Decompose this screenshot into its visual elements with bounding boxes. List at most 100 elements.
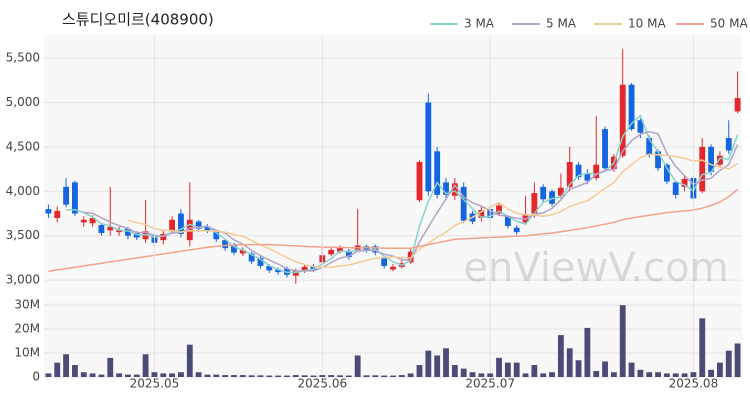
watermark: enViewV.com <box>463 245 728 291</box>
legend-label: 3 MA <box>464 17 495 31</box>
candle-body <box>381 257 388 266</box>
candle-body <box>116 230 123 233</box>
volume-bar <box>169 373 176 377</box>
volume-bar <box>178 372 184 377</box>
ma-line <box>127 153 739 269</box>
volume-bar <box>522 373 529 377</box>
y-tick-label: 30M <box>14 298 40 312</box>
volume-bar <box>646 372 653 377</box>
volume-bar <box>602 361 608 377</box>
volume-bar <box>275 375 282 377</box>
candle-body <box>248 253 255 262</box>
candle-body <box>63 186 70 205</box>
candle-body <box>504 216 511 226</box>
volume-bar <box>734 343 741 377</box>
candle-body <box>672 182 679 195</box>
y-tick-label: 4,500 <box>6 139 40 153</box>
candle-body <box>557 187 564 196</box>
candle-body <box>345 250 352 258</box>
volume-bar <box>610 372 617 377</box>
volume-bar <box>133 374 140 377</box>
volume-bar <box>222 375 229 377</box>
y-tick-label: 5,500 <box>6 51 40 65</box>
candle-body <box>637 120 644 133</box>
volume-bar <box>248 375 255 377</box>
candle-body <box>337 248 343 252</box>
volume-bar <box>80 372 87 377</box>
candle-body <box>628 84 635 130</box>
volume-bar <box>708 369 714 377</box>
volume-bar <box>372 375 379 377</box>
candle-body <box>204 226 211 231</box>
volume-bar <box>310 375 317 377</box>
x-tick-label: 2025.07 <box>465 377 515 391</box>
candle-body <box>434 151 441 195</box>
candle-body <box>451 183 458 196</box>
volume-bar <box>478 373 485 377</box>
volume-bar <box>699 318 706 377</box>
volume-bar <box>628 362 635 377</box>
candle-body <box>575 164 582 178</box>
candle-body <box>584 173 591 181</box>
volume-bar <box>663 373 670 377</box>
candle-body <box>619 84 626 156</box>
volume-bar <box>593 371 600 377</box>
volume-bar <box>257 375 264 377</box>
candle-body <box>602 129 608 169</box>
volume-bar <box>328 375 335 377</box>
ma-line <box>48 188 739 272</box>
y-tick-label: 20M <box>14 322 40 336</box>
candle-body <box>460 186 467 221</box>
volume-bar <box>425 350 432 377</box>
candle-body <box>549 191 555 204</box>
x-tick-label: 2025.05 <box>130 377 180 391</box>
candle-body <box>54 210 61 218</box>
candle-body <box>646 138 653 155</box>
candle-body <box>425 102 432 192</box>
volume-bar <box>98 374 105 377</box>
candle-body <box>310 265 317 271</box>
volume-bar <box>204 374 211 377</box>
price-panel <box>44 35 742 297</box>
y-tick-label: 3,500 <box>6 228 40 242</box>
candle-body <box>213 231 220 240</box>
candle-body <box>195 221 202 229</box>
volume-bar <box>681 373 688 377</box>
volume-bar <box>504 362 511 377</box>
volume-bar <box>451 365 458 377</box>
candle-body <box>257 257 264 266</box>
volume-bar <box>116 373 123 377</box>
volume-bar <box>319 375 326 377</box>
volume-bar <box>231 375 237 377</box>
volume-bar <box>363 375 370 377</box>
volume-bar <box>690 372 697 377</box>
candle-body <box>478 209 485 218</box>
candle-body <box>169 219 176 232</box>
candle-body <box>655 151 661 169</box>
candle-body <box>45 209 52 214</box>
volume-bar <box>443 348 449 377</box>
volume-bar <box>142 354 149 377</box>
x-tick-label: 2025.06 <box>298 377 348 391</box>
volume-bar <box>213 374 220 377</box>
candle-body <box>266 265 273 271</box>
volume-bar <box>301 375 308 377</box>
y-tick-label: 5,000 <box>6 95 40 109</box>
volume-bar <box>496 357 502 377</box>
volume-bar <box>460 368 467 377</box>
candle-body <box>178 213 184 234</box>
volume-bar <box>434 355 441 377</box>
volume-bar <box>151 372 158 377</box>
candle-body <box>98 225 105 234</box>
legend-label: 10 MA <box>628 17 666 31</box>
volume-bar <box>398 375 405 377</box>
candle-body <box>531 193 538 214</box>
ma-line <box>66 114 739 274</box>
volume-bar <box>416 365 423 377</box>
volume-bar <box>160 373 167 377</box>
volume-bar <box>292 375 299 377</box>
volume-bar <box>72 365 78 377</box>
volume-bar <box>107 357 114 377</box>
volume-bar <box>390 375 396 377</box>
